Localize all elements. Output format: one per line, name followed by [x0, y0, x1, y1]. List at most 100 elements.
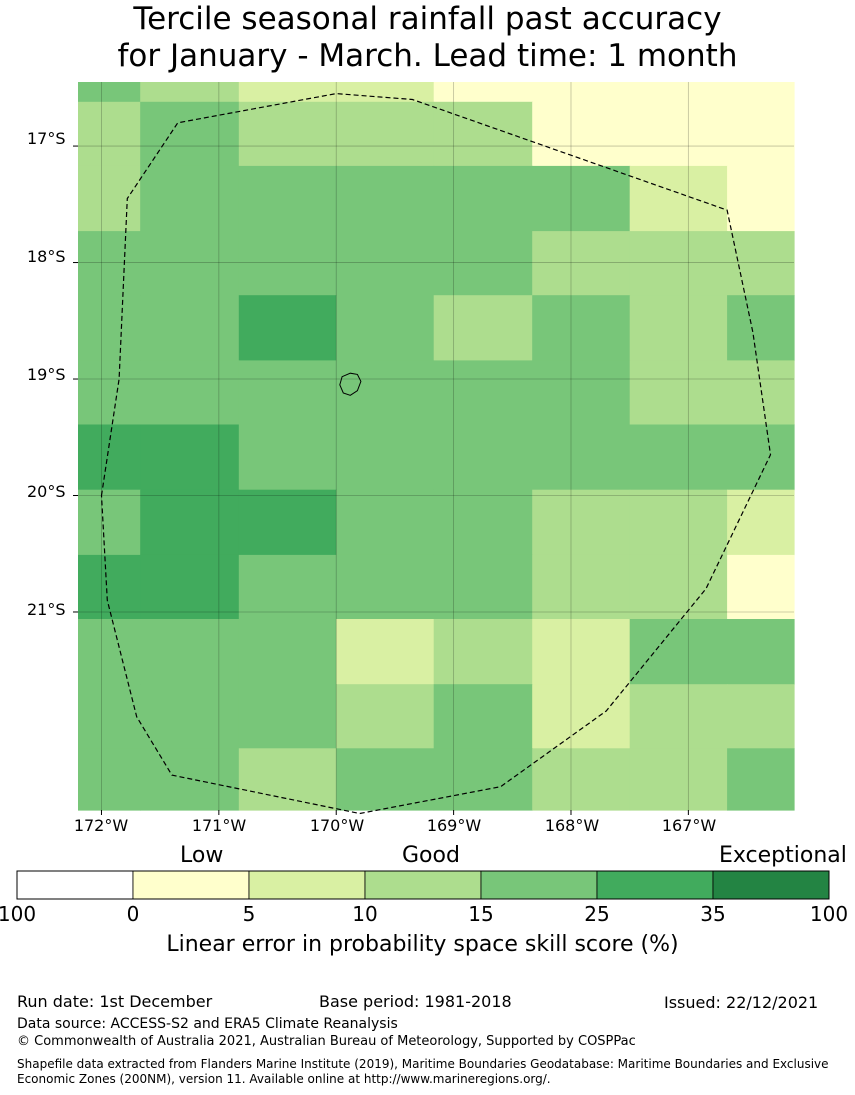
lat-tick-label: 20°S: [27, 482, 66, 501]
grid-cell: [140, 748, 240, 811]
colorbar-axis-label: Linear error in probability space skill …: [166, 932, 679, 957]
legend-category-low: Low: [180, 843, 224, 868]
grid-cell: [238, 554, 337, 620]
grid-cell: [336, 360, 435, 426]
grid-cell: [140, 360, 240, 426]
colorbar-frame: [16, 870, 830, 900]
grid-cell: [140, 295, 240, 361]
run-date: Run date: 1st December: [17, 992, 213, 1011]
grid-cell: [532, 360, 631, 426]
map-title-line-2: for January - March. Lead time: 1 month: [117, 38, 738, 74]
lat-tick-label: 21°S: [27, 600, 66, 619]
grid-cell: [532, 619, 631, 685]
grid-cell: [532, 101, 631, 167]
grid-cell: [629, 165, 728, 232]
lon-tick-label: 172°W: [73, 816, 129, 835]
grid-cell: [336, 619, 435, 685]
grid-cell: [727, 748, 795, 811]
map-title-line-1: Tercile seasonal rainfall past accuracy: [133, 1, 722, 37]
grid-cell: [140, 82, 240, 103]
base-period: Base period: 1981-2018: [319, 992, 512, 1011]
grid-cell: [238, 684, 337, 749]
lat-tick-label: 19°S: [27, 365, 66, 384]
skill-map: [73, 82, 795, 815]
colorbar-tick-label: 10: [352, 902, 378, 926]
grid-cell: [629, 82, 728, 103]
grid-cell: [140, 231, 240, 296]
legend-category-good: Good: [402, 843, 460, 868]
colorbar-bin: [248, 870, 366, 900]
lon-tick-label: 168°W: [544, 816, 600, 835]
colorbar-bin: [364, 870, 482, 900]
grid-cell: [433, 554, 533, 620]
grid-cell: [78, 424, 141, 491]
grid-cell: [532, 489, 631, 556]
grid-cell: [238, 101, 337, 167]
island-outline: [339, 372, 362, 396]
lat-tick-label: 17°S: [27, 129, 66, 148]
grid-cell: [629, 489, 728, 556]
grid-cell: [336, 554, 435, 620]
grid-cell: [433, 82, 533, 103]
grid-cell: [532, 684, 631, 749]
grid-cell: [336, 424, 435, 491]
grid-cell: [727, 165, 795, 232]
colorbar: [16, 870, 830, 900]
grid-cell: [78, 360, 141, 426]
grid-cell: [532, 424, 631, 491]
lon-tick-label: 167°W: [661, 816, 717, 835]
colorbar-bins: [16, 870, 830, 900]
grid-cell: [433, 295, 533, 361]
grid-cell: [78, 165, 141, 232]
lon-tick-label: 169°W: [426, 816, 482, 835]
skill-grid: [78, 82, 795, 811]
eez-boundary-layer: [100, 92, 772, 815]
grid-cell: [78, 748, 141, 811]
grid-cell: [433, 619, 533, 685]
grid-cell: [336, 489, 435, 556]
grid-cell: [78, 295, 141, 361]
grid-cell: [140, 619, 240, 685]
grid-cell: [629, 231, 728, 296]
colorbar-tick-label: 35: [700, 902, 726, 926]
grid-cell: [433, 748, 533, 811]
lon-tick-label: 170°W: [309, 816, 365, 835]
copyright-notice: © Commonwealth of Australia 2021, Austra…: [17, 1034, 636, 1049]
grid-cell: [727, 360, 795, 426]
grid-cell: [532, 165, 631, 232]
grid-cell: [433, 231, 533, 296]
grid-cell: [140, 424, 240, 491]
grid-cell: [727, 424, 795, 491]
grid-cell: [140, 165, 240, 232]
eez-boundary: [100, 92, 772, 815]
grid-cell: [629, 295, 728, 361]
colorbar-bin: [480, 870, 598, 900]
graticule: [73, 82, 794, 815]
grid-cell: [532, 554, 631, 620]
grid-cell: [140, 489, 240, 556]
grid-cell: [727, 684, 795, 749]
lat-tick-label: 18°S: [27, 247, 66, 266]
grid-cell: [78, 489, 141, 556]
grid-cell: [727, 554, 795, 620]
grid-cell: [238, 489, 337, 556]
grid-cell: [78, 82, 141, 103]
grid-cell: [629, 684, 728, 749]
grid-cell: [78, 684, 141, 749]
grid-cell: [238, 424, 337, 491]
grid-cell: [238, 619, 337, 685]
grid-cell: [629, 748, 728, 811]
grid-cell: [433, 360, 533, 426]
grid-cell: [238, 165, 337, 232]
grid-cell: [238, 748, 337, 811]
grid-cell: [727, 231, 795, 296]
colorbar-tick-label: 100: [0, 902, 37, 926]
issued-date: Issued: 22/12/2021: [664, 993, 819, 1012]
grid-cell: [238, 82, 337, 103]
grid-cell: [629, 360, 728, 426]
grid-cell: [336, 684, 435, 749]
grid-cell: [433, 424, 533, 491]
legend-category-exceptional: Exceptional: [719, 843, 847, 868]
grid-cell: [238, 360, 337, 426]
grid-cell: [532, 295, 631, 361]
